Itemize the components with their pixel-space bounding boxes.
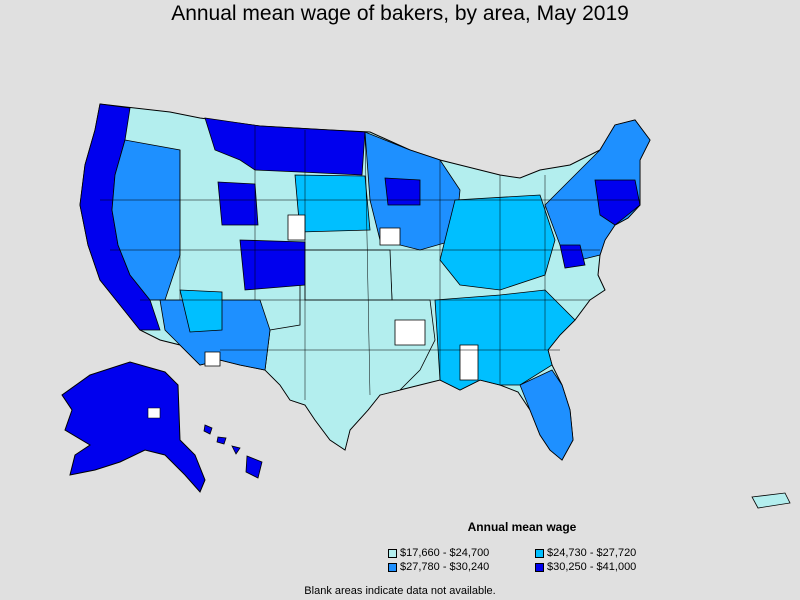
region-northern-plains — [204, 117, 366, 176]
area-boundaries — [100, 126, 640, 400]
region-no-data-alaska — [147, 407, 161, 419]
contiguous-us — [79, 103, 651, 461]
legend-item-low: $17,660 - $24,700 — [388, 547, 489, 559]
footnote: Blank areas indicate data not available. — [304, 585, 496, 597]
legend-item-mid-low: $24,730 - $27,720 — [535, 547, 636, 559]
legend-title: Annual mean wage — [467, 520, 577, 534]
region-new-england-metro — [594, 179, 641, 226]
region-south-central — [264, 254, 436, 451]
region-wyoming — [217, 181, 259, 226]
region-arizona — [179, 289, 223, 333]
legend-label-low: $17,660 - $24,700 — [400, 547, 490, 559]
legend-label-mid-low: $24,730 - $27,720 — [547, 547, 637, 559]
region-no-data-nebraska — [379, 227, 401, 246]
region-central-plains — [294, 174, 371, 233]
region-dc-baltimore — [559, 244, 586, 269]
map-title: Annual mean wage of bakers, by area, May… — [171, 2, 629, 25]
legend-label-high: $30,250 - $41,000 — [547, 561, 637, 573]
region-florida — [519, 369, 574, 461]
region-ohio-valley — [439, 194, 556, 291]
legend-item-mid-high: $27,780 - $30,240 — [388, 561, 489, 573]
region-hawaii — [203, 424, 263, 479]
legend-swatch-low — [388, 548, 397, 558]
region-colorado — [239, 239, 306, 291]
legend-swatch-mid-low — [535, 548, 544, 558]
region-kansas-oklahoma — [304, 249, 393, 301]
region-no-data-wyoming — [287, 214, 306, 241]
region-puerto-rico — [751, 492, 791, 509]
legend-label-mid-high: $27,780 - $30,240 — [400, 561, 490, 573]
region-minnesota-metro — [384, 177, 421, 206]
region-no-data-mississippi — [459, 344, 479, 381]
region-no-data-arkansas — [394, 319, 426, 346]
legend-item-high: $30,250 - $41,000 — [535, 561, 636, 573]
legend-swatch-mid-high — [388, 562, 397, 572]
region-alaska — [61, 361, 206, 493]
region-no-data-texas-border — [204, 351, 221, 367]
legend-swatch-high — [535, 562, 544, 572]
